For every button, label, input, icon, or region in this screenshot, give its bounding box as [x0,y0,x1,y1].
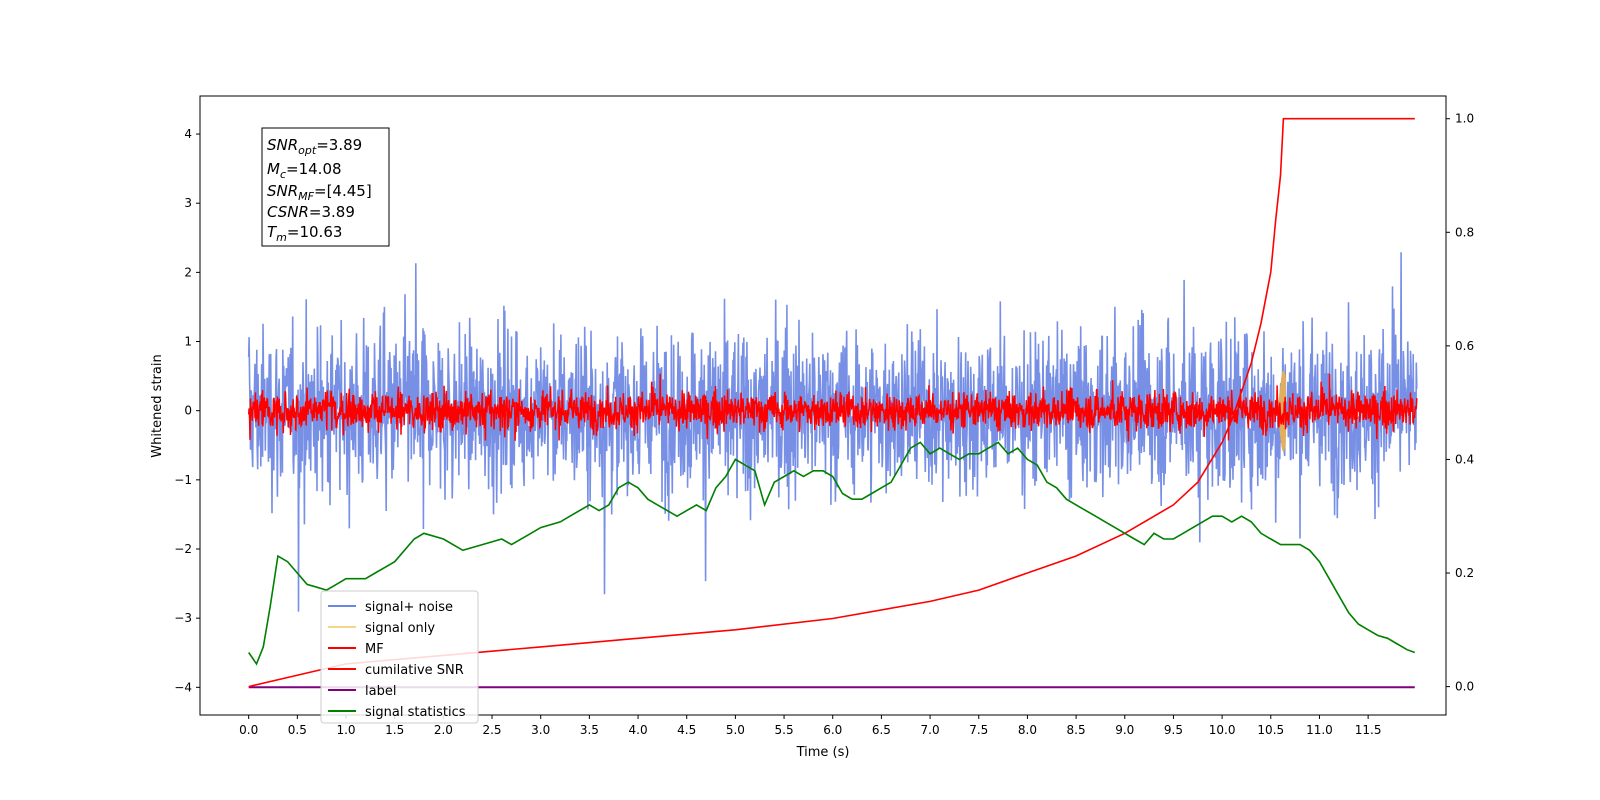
x-axis: 0.0 0.5 1.0 1.5 2.0 2.5 3.0 3.5 4.0 4.5 5.0 5.5 6.0 6… [239,715,1381,737]
x-tick-label: 6.0 [823,723,842,737]
legend-label: MF [365,642,384,657]
x-tick-label: 1.5 [385,723,404,737]
y-axis-left: 4 3 2 1 0 −1 −2 −3 −4 [174,127,200,694]
y-tick-label: 2 [184,265,192,279]
info-tm: Tm=10.63 [267,223,342,244]
info-box-frame [261,127,390,247]
y-right-tick-label: 1.0 [1455,112,1474,126]
plot-frame [199,95,1447,716]
info-csnr: CSNR=3.89 [267,203,355,221]
y-right-tick-label: 0.8 [1455,225,1474,239]
y-tick-label: 0 [184,404,192,418]
legend-label: signal statistics [365,705,466,720]
x-tick-label: 0.0 [239,723,258,737]
x-tick-label: 4.0 [629,723,648,737]
x-tick-label: 1.0 [336,723,355,737]
x-tick-label: 10.5 [1257,723,1284,737]
y-tick-label: 1 [184,335,192,349]
x-tick-label: 2.0 [434,723,453,737]
info-snr-mf: SNRMF=[4.45] [267,182,372,203]
y-tick-label: −4 [174,680,192,694]
x-tick-label: 0.5 [288,723,307,737]
x-tick-label: 5.5 [775,723,794,737]
legend-label: label [365,684,396,699]
legend-label: signal+ noise [365,600,453,615]
x-tick-label: 3.0 [531,723,550,737]
x-axis-label: Time (s) [796,745,850,760]
legend-label: signal only [365,621,435,636]
legend-frame [320,590,479,724]
info-box: SNRopt=3.89 Mc=14.08 SNRMF=[4.45] CSNR=3… [261,127,390,247]
y-right-tick-label: 0.4 [1455,452,1474,466]
x-tick-label: 7.0 [921,723,940,737]
series-cumulative-snr [248,117,1415,688]
x-tick-label: 4.5 [677,723,696,737]
x-tick-label: 7.5 [969,723,988,737]
legend: signal+ noise signal only MF cumilative SNR… [320,590,479,724]
x-tick-label: 10.0 [1209,723,1236,737]
y-axis-label: Whitened strain [150,354,165,457]
x-tick-label: 9.0 [1115,723,1134,737]
y-tick-label: 3 [184,196,192,210]
y-tick-label: 4 [184,127,192,141]
y-right-tick-label: 0.6 [1455,339,1474,353]
x-tick-label: 11.0 [1306,723,1333,737]
y-axis-right: 1.0 0.8 0.6 0.4 0.2 0.0 [1446,112,1474,694]
x-tick-label: 8.0 [1018,723,1037,737]
info-mc: Mc=14.08 [267,160,342,181]
x-tick-label: 9.5 [1164,723,1183,737]
series-mf [247,373,1418,442]
series-signal-statistics [248,441,1416,666]
x-tick-label: 6.5 [872,723,891,737]
y-right-tick-label: 0.2 [1455,566,1474,580]
x-tick-label: 11.5 [1355,723,1382,737]
y-tick-label: −2 [174,542,192,556]
x-tick-label: 2.5 [482,723,501,737]
y-right-tick-label: 0.0 [1455,680,1474,694]
x-tick-label: 5.0 [726,723,745,737]
y-tick-label: −1 [174,473,192,487]
x-tick-label: 3.5 [580,723,599,737]
y-tick-label: −3 [174,611,192,625]
x-tick-label: 8.5 [1067,723,1086,737]
info-snr-opt: SNRopt=3.89 [267,136,362,157]
legend-label: cumilative SNR [365,663,464,678]
